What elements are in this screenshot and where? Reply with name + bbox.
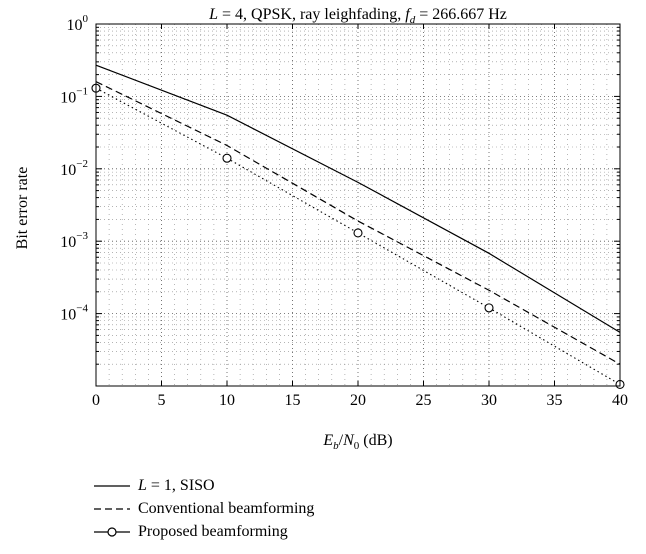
- x-tick-label: 0: [92, 392, 100, 409]
- title-freq: = 266.667 Hz: [415, 6, 507, 23]
- y-tick-label: 10−2: [60, 158, 88, 179]
- grid: [96, 24, 620, 386]
- series-line-conventional: [95, 81, 621, 365]
- chart-title: L = 4, QPSK, ray leighfading, fd = 266.6…: [208, 6, 507, 26]
- legend-label-conventional: Conventional beamforming: [138, 499, 315, 517]
- x-tick-label: 10: [219, 392, 235, 409]
- y-tick-label: 10−4: [60, 303, 88, 324]
- series-point-proposed: [222, 153, 232, 163]
- legend-swatch-dashed: [94, 507, 130, 510]
- x-axis-label: Eb/N0 (dB): [322, 432, 392, 452]
- legend-label-proposed: Proposed beamforming: [138, 522, 288, 540]
- y-tick-label: 100: [67, 13, 89, 34]
- title-symbol-l: L: [208, 6, 218, 23]
- x-tick-label: 35: [547, 392, 563, 409]
- series-line-siso: [95, 64, 621, 333]
- title-symbol-f-sub: d: [410, 14, 416, 26]
- x-tick-label: 20: [350, 392, 366, 409]
- x-tick-label: 30: [481, 392, 497, 409]
- x-tick-label: 5: [158, 392, 166, 409]
- legend-item-conventional: Conventional beamforming: [94, 497, 314, 520]
- y-tick-label: 10−3: [60, 230, 88, 251]
- title-symbol-f: f: [405, 6, 412, 23]
- legend-item-proposed: Proposed beamforming: [94, 520, 314, 543]
- x-tick-label: 40: [612, 392, 628, 409]
- legend-label-siso: L = 1, SISO: [138, 476, 215, 494]
- series-line-proposed: [95, 87, 621, 385]
- legend: L = 1, SISO Conventional beamforming Pro…: [94, 474, 314, 543]
- legend-swatch-solid: [94, 484, 130, 487]
- series-point-proposed: [353, 228, 363, 238]
- series-point-proposed: [484, 303, 494, 313]
- y-axis-label: Bit error rate: [14, 167, 31, 250]
- title-text: = 4, QPSK, ray leighfading,: [218, 6, 405, 23]
- series-group: [91, 64, 625, 390]
- legend-swatch-circle: [94, 526, 130, 537]
- x-tick-label: 15: [285, 392, 301, 409]
- x-tick-label: 25: [416, 392, 432, 409]
- legend-item-siso: L = 1, SISO: [94, 474, 314, 497]
- y-tick-label: 10−1: [60, 85, 88, 106]
- ticks: 0 5 10 15 20 25 30 35 40 100 10−1 10−2 10−3 10−4: [60, 13, 628, 409]
